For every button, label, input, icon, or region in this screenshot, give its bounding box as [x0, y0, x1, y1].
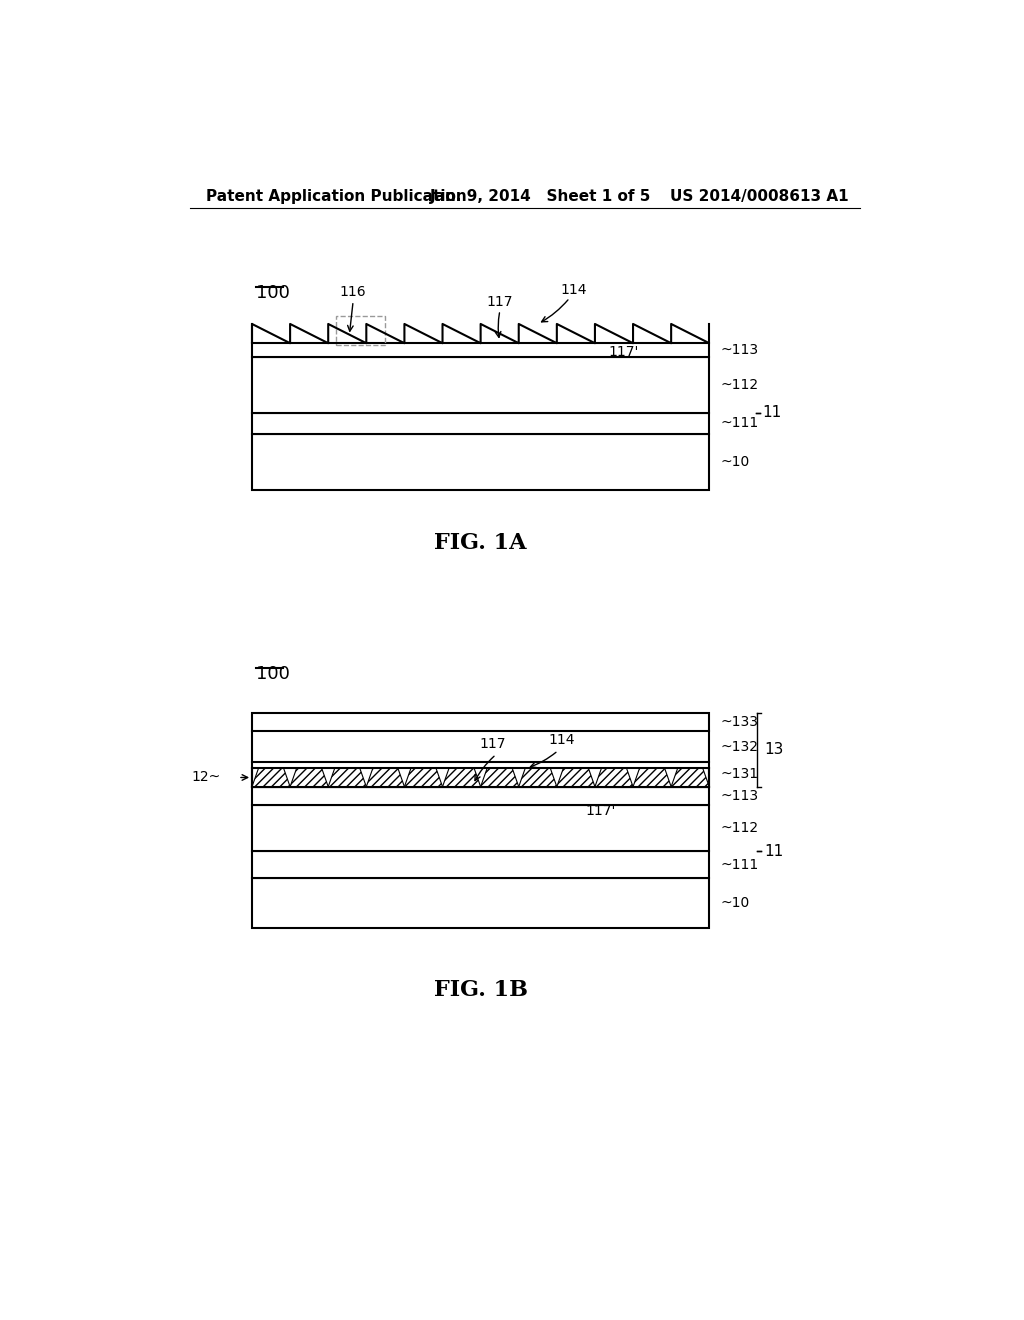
Text: 114: 114 [549, 734, 575, 747]
Polygon shape [519, 768, 557, 787]
Bar [252, 805, 710, 851]
Text: 11: 11 [764, 843, 783, 859]
Text: Jan. 9, 2014   Sheet 1 of 5: Jan. 9, 2014 Sheet 1 of 5 [430, 189, 651, 205]
Text: 114: 114 [560, 282, 587, 297]
Text: 12~: 12~ [191, 771, 221, 784]
Polygon shape [367, 768, 404, 787]
Text: FIG. 1A: FIG. 1A [434, 532, 527, 554]
Bar [252, 713, 710, 787]
Text: 100: 100 [256, 665, 290, 684]
Bar [252, 343, 710, 358]
Text: Patent Application Publication: Patent Application Publication [206, 189, 466, 205]
Text: ~10: ~10 [721, 896, 751, 911]
Text: 117: 117 [486, 294, 513, 309]
Polygon shape [480, 768, 519, 787]
Bar [252, 358, 710, 412]
Text: ~111: ~111 [721, 858, 759, 873]
Polygon shape [671, 768, 710, 787]
Text: ~10: ~10 [721, 455, 751, 469]
Text: ~132: ~132 [721, 739, 759, 754]
Text: 117': 117' [608, 346, 639, 359]
Text: 116: 116 [340, 285, 367, 300]
Text: ~112: ~112 [721, 378, 759, 392]
Text: 100: 100 [256, 284, 290, 302]
Text: US 2014/0008613 A1: US 2014/0008613 A1 [671, 189, 849, 205]
Text: ~131: ~131 [721, 767, 759, 781]
Polygon shape [252, 768, 290, 787]
Text: ~113: ~113 [721, 343, 759, 358]
Text: 117': 117' [586, 804, 615, 818]
Polygon shape [329, 768, 367, 787]
Bar [252, 434, 710, 490]
Text: 117: 117 [479, 738, 506, 751]
Polygon shape [442, 768, 480, 787]
Bar [252, 878, 710, 928]
Text: ~112: ~112 [721, 821, 759, 836]
Text: FIG. 1B: FIG. 1B [433, 979, 527, 1001]
Polygon shape [290, 768, 329, 787]
Text: ~113: ~113 [721, 789, 759, 803]
Bar [252, 413, 710, 434]
Polygon shape [595, 768, 633, 787]
Text: ~111: ~111 [721, 416, 759, 430]
Polygon shape [557, 768, 595, 787]
Text: ~133: ~133 [721, 715, 759, 729]
Text: 11: 11 [763, 405, 782, 420]
Polygon shape [633, 768, 671, 787]
Bar [252, 787, 710, 805]
Text: 13: 13 [764, 742, 783, 758]
Bar [336, 317, 385, 345]
Polygon shape [404, 768, 442, 787]
Bar [252, 851, 710, 878]
